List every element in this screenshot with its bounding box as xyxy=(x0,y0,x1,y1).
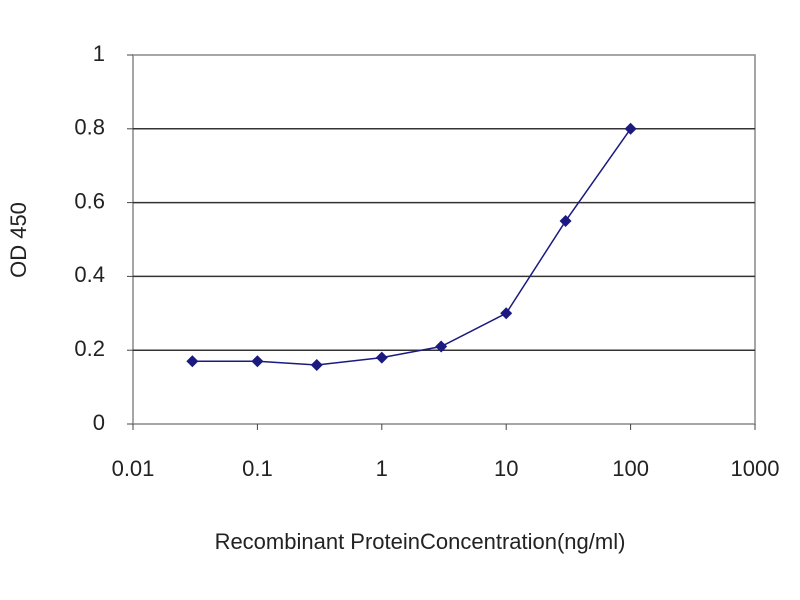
data-point xyxy=(435,340,448,353)
y-tick-label: 0.8 xyxy=(74,115,105,140)
plot-area xyxy=(132,54,756,425)
y-tick-label: 0.4 xyxy=(74,262,105,287)
x-tick-label: 0.01 xyxy=(112,456,155,481)
data-point xyxy=(186,355,199,368)
data-point xyxy=(310,358,323,371)
x-axis-label: Recombinant ProteinConcentration(ng/ml) xyxy=(215,529,626,554)
y-tick-label: 0.2 xyxy=(74,336,105,361)
y-tick-label: 1 xyxy=(93,41,105,66)
x-tick-label: 1 xyxy=(376,456,388,481)
x-tick-label: 100 xyxy=(612,456,649,481)
x-tick-label: 1000 xyxy=(731,456,780,481)
data-point xyxy=(500,307,513,320)
data-point xyxy=(559,215,572,228)
y-tick-label: 0 xyxy=(93,410,105,435)
y-axis-label: OD 450 xyxy=(6,202,31,278)
x-tick-label: 0.1 xyxy=(242,456,273,481)
x-tick-label: 10 xyxy=(494,456,518,481)
data-point xyxy=(251,355,264,368)
data-line xyxy=(192,128,632,366)
data-point xyxy=(375,351,388,364)
data-point xyxy=(624,122,637,135)
y-tick-label: 0.6 xyxy=(74,188,105,213)
